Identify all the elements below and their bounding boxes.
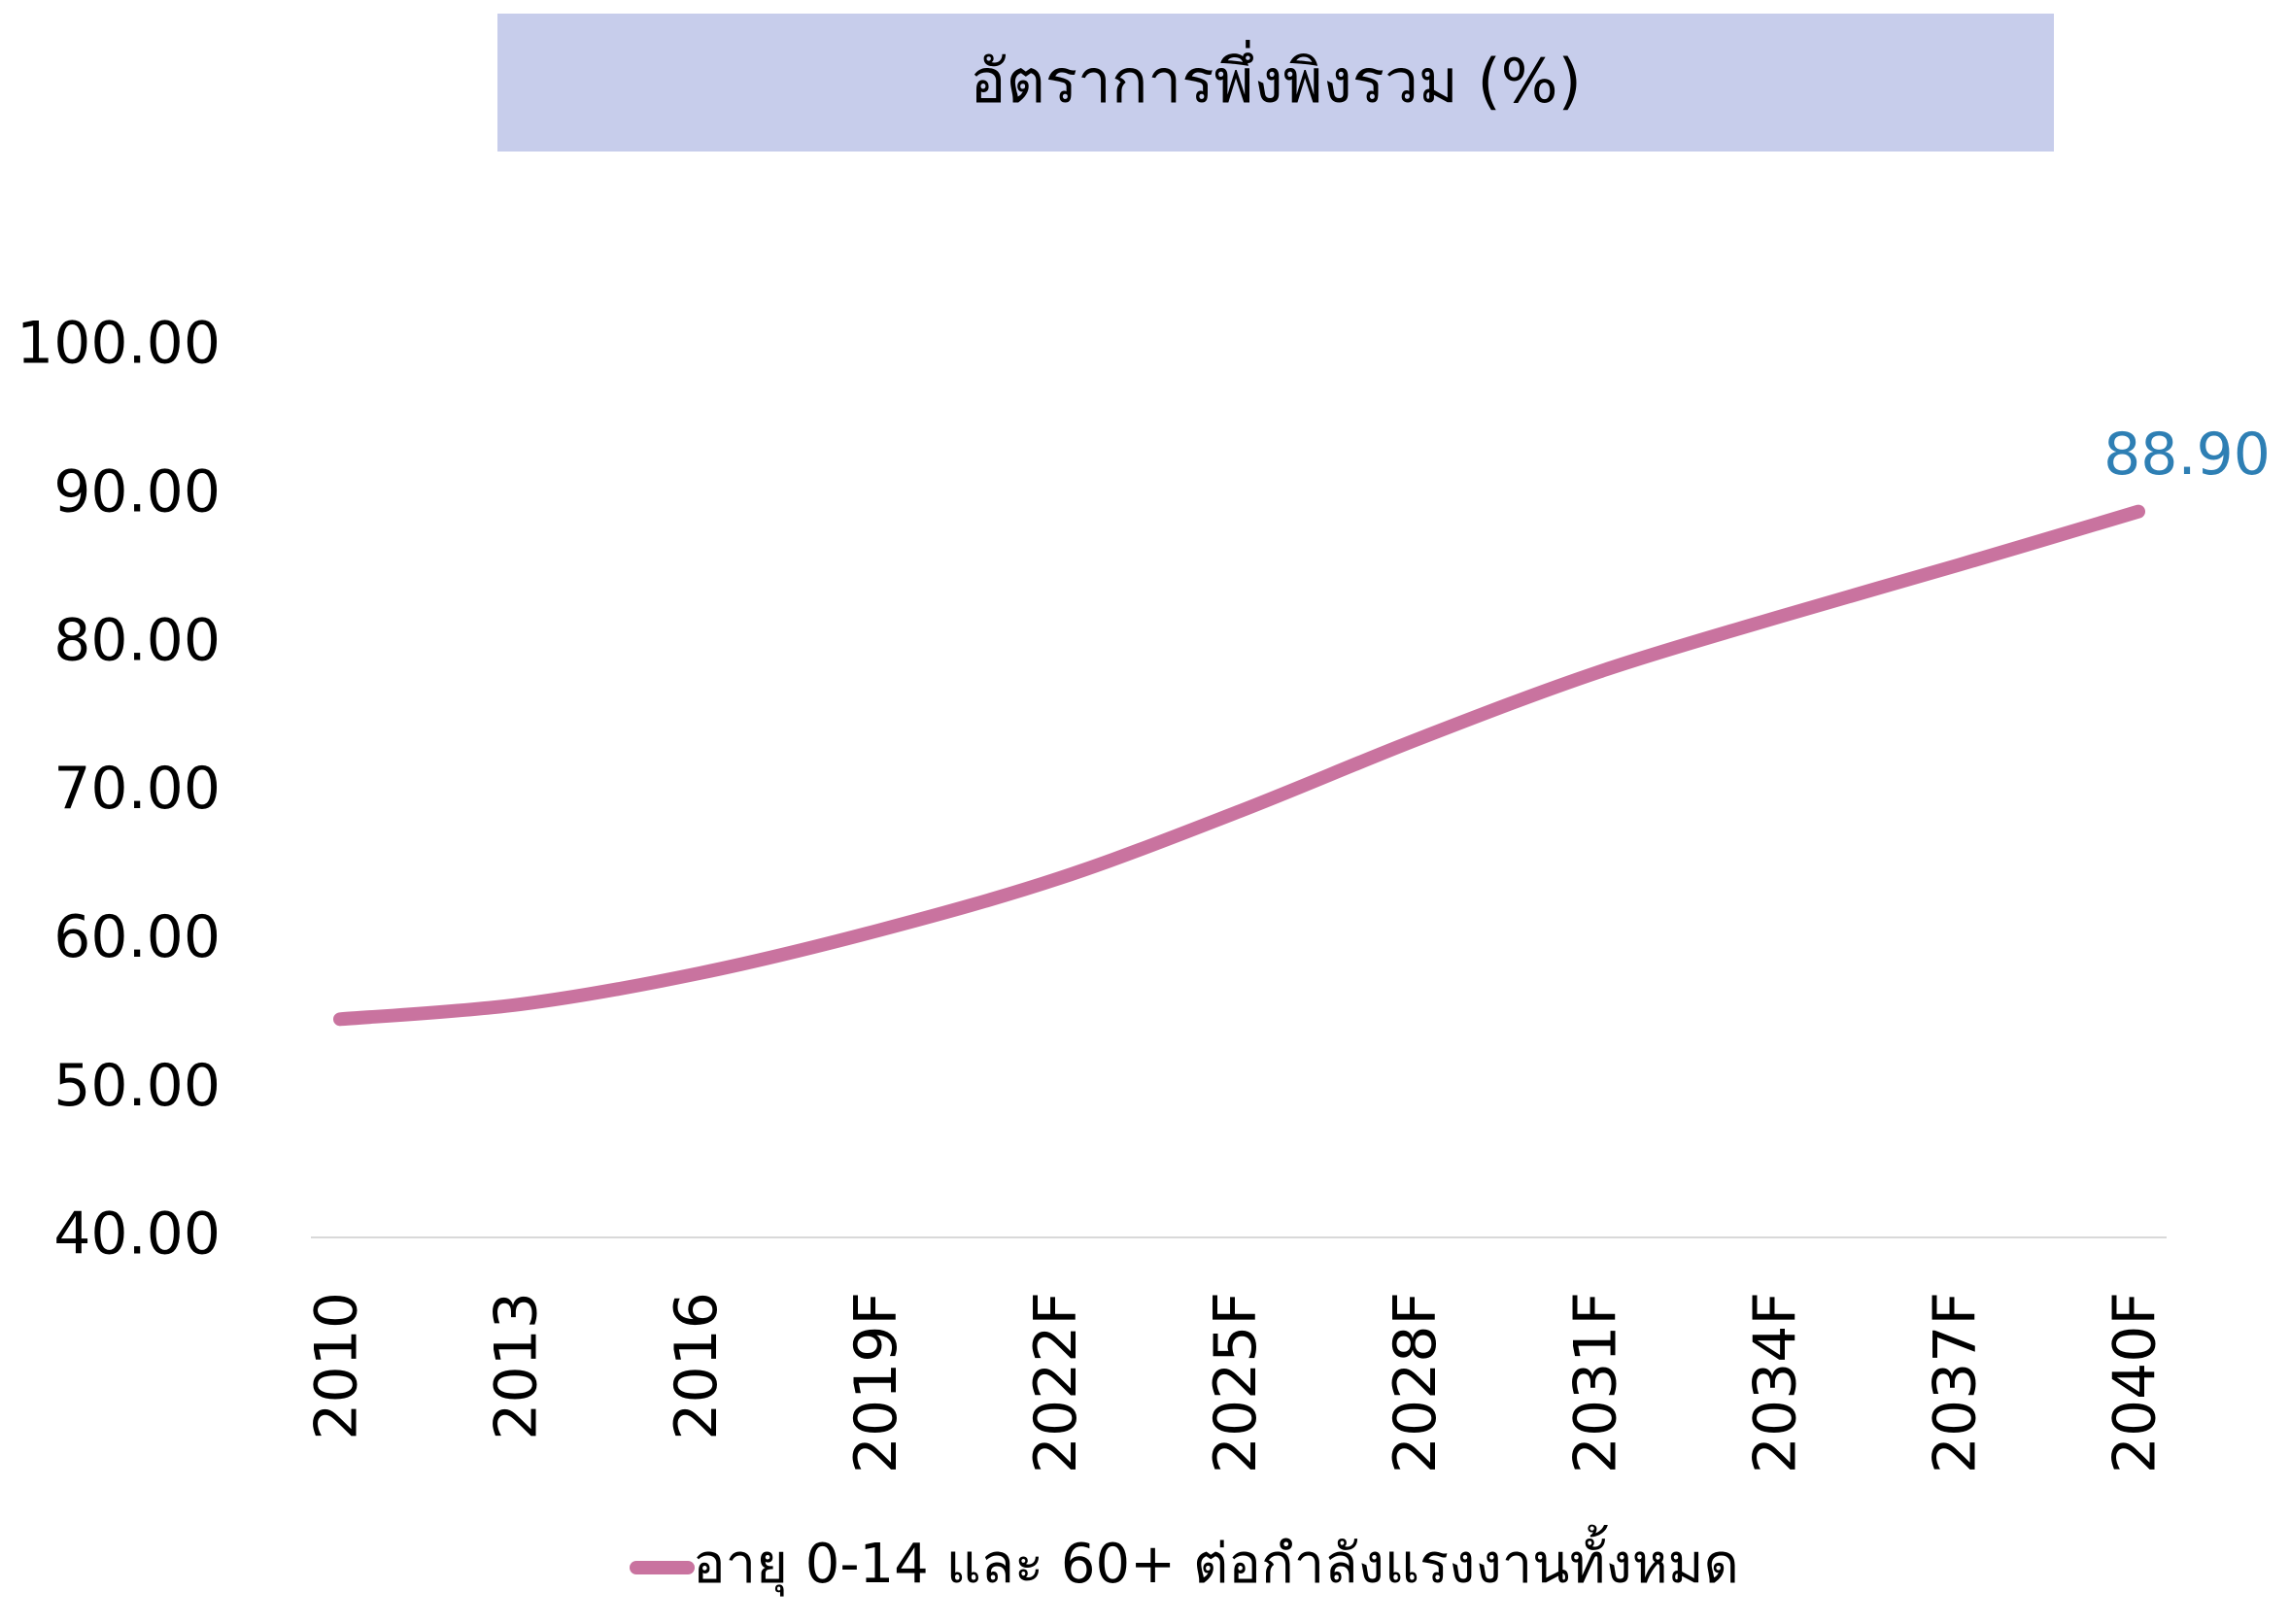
x-tick-label: 2025F <box>1202 1292 1270 1473</box>
x-tick-label: 2028F <box>1382 1292 1450 1473</box>
x-tick-label: 2040F <box>2102 1292 2170 1473</box>
y-tick-label: 50.00 <box>53 1052 221 1120</box>
data-label: 88.90 <box>2103 421 2271 489</box>
x-tick-label: 2019F <box>842 1292 910 1473</box>
data-line <box>333 504 2145 1027</box>
chart-title: อัตราการพึ่งพิงรวม (%) <box>970 40 1582 117</box>
x-tick-label: 2013 <box>483 1292 551 1440</box>
x-tick-label: 2031F <box>1561 1292 1629 1473</box>
x-tick-label: 2016 <box>663 1292 731 1440</box>
x-tick-label: 2010 <box>303 1292 371 1440</box>
y-tick-label: 40.00 <box>53 1201 221 1269</box>
title-background <box>497 14 2054 152</box>
x-tick-label: 2037F <box>1921 1292 1989 1473</box>
y-tick-label: 60.00 <box>53 903 221 971</box>
y-tick-label: 90.00 <box>53 457 221 525</box>
legend-label: อายุ 0-14 และ 60+ ต่อกำลังแรงงานทั้งหมด <box>693 1525 1739 1597</box>
y-tick-label: 80.00 <box>53 606 221 674</box>
y-tick-label: 70.00 <box>53 755 221 823</box>
x-tick-label: 2022F <box>1022 1292 1090 1473</box>
x-tick-label: 2034F <box>1741 1292 1809 1473</box>
y-tick-label: 100.00 <box>17 310 221 378</box>
